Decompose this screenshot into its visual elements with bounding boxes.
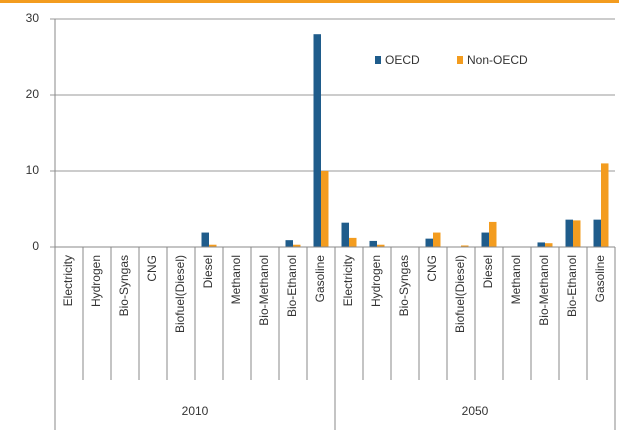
x-tick-label: Bio-Methanol [537,255,551,326]
bar [293,244,301,247]
bar [537,242,545,247]
group-label: 2050 [462,404,489,418]
y-tick-label: 10 [26,163,40,177]
bar [425,238,433,247]
legend-label: OECD [385,53,420,67]
x-tick-label: Biofuel(Diesel) [453,255,467,333]
x-tick-label: Bio-Syngas [397,255,411,316]
bar [201,232,209,247]
top-border [0,0,619,3]
bar [461,245,469,247]
x-tick-label: Bio-Ethanol [565,255,579,317]
bar [565,219,573,247]
bar [433,232,441,247]
bar [573,220,581,247]
y-tick-label: 30 [26,11,40,25]
x-tick-label: Gasoline [313,255,327,303]
legend-swatch [375,56,381,64]
bar [321,171,329,247]
x-tick-label: Hydrogen [369,255,383,307]
bar [489,221,497,247]
x-tick-label: Electricity [341,255,355,306]
y-tick-label: 0 [32,239,39,253]
y-tick-label: 20 [26,87,40,101]
bar [545,243,553,247]
bar [313,34,321,248]
x-tick-label: Methanol [509,255,523,304]
bar [593,219,601,247]
bar [285,240,293,247]
x-tick-label: Gasoline [593,255,607,303]
x-tick-label: Electricity [61,255,75,306]
x-tick-label: Diesel [201,255,215,288]
bar [369,240,377,247]
bar [349,237,357,247]
x-tick-label: Bio-Syngas [117,255,131,316]
legend-swatch [457,56,463,64]
bar [341,222,349,247]
bar [601,163,609,247]
x-tick-label: Diesel [481,255,495,288]
x-tick-label: CNG [425,255,439,282]
x-tick-label: Methanol [229,255,243,304]
x-tick-label: Bio-Ethanol [285,255,299,317]
group-label: 2010 [182,404,209,418]
x-tick-label: CNG [145,255,159,282]
bar [481,232,489,247]
legend-label: Non-OECD [467,53,528,67]
x-tick-label: Biofuel(Diesel) [173,255,187,333]
bar [377,244,385,247]
x-tick-label: Bio-Methanol [257,255,271,326]
x-tick-label: Hydrogen [89,255,103,307]
bar [209,244,217,247]
